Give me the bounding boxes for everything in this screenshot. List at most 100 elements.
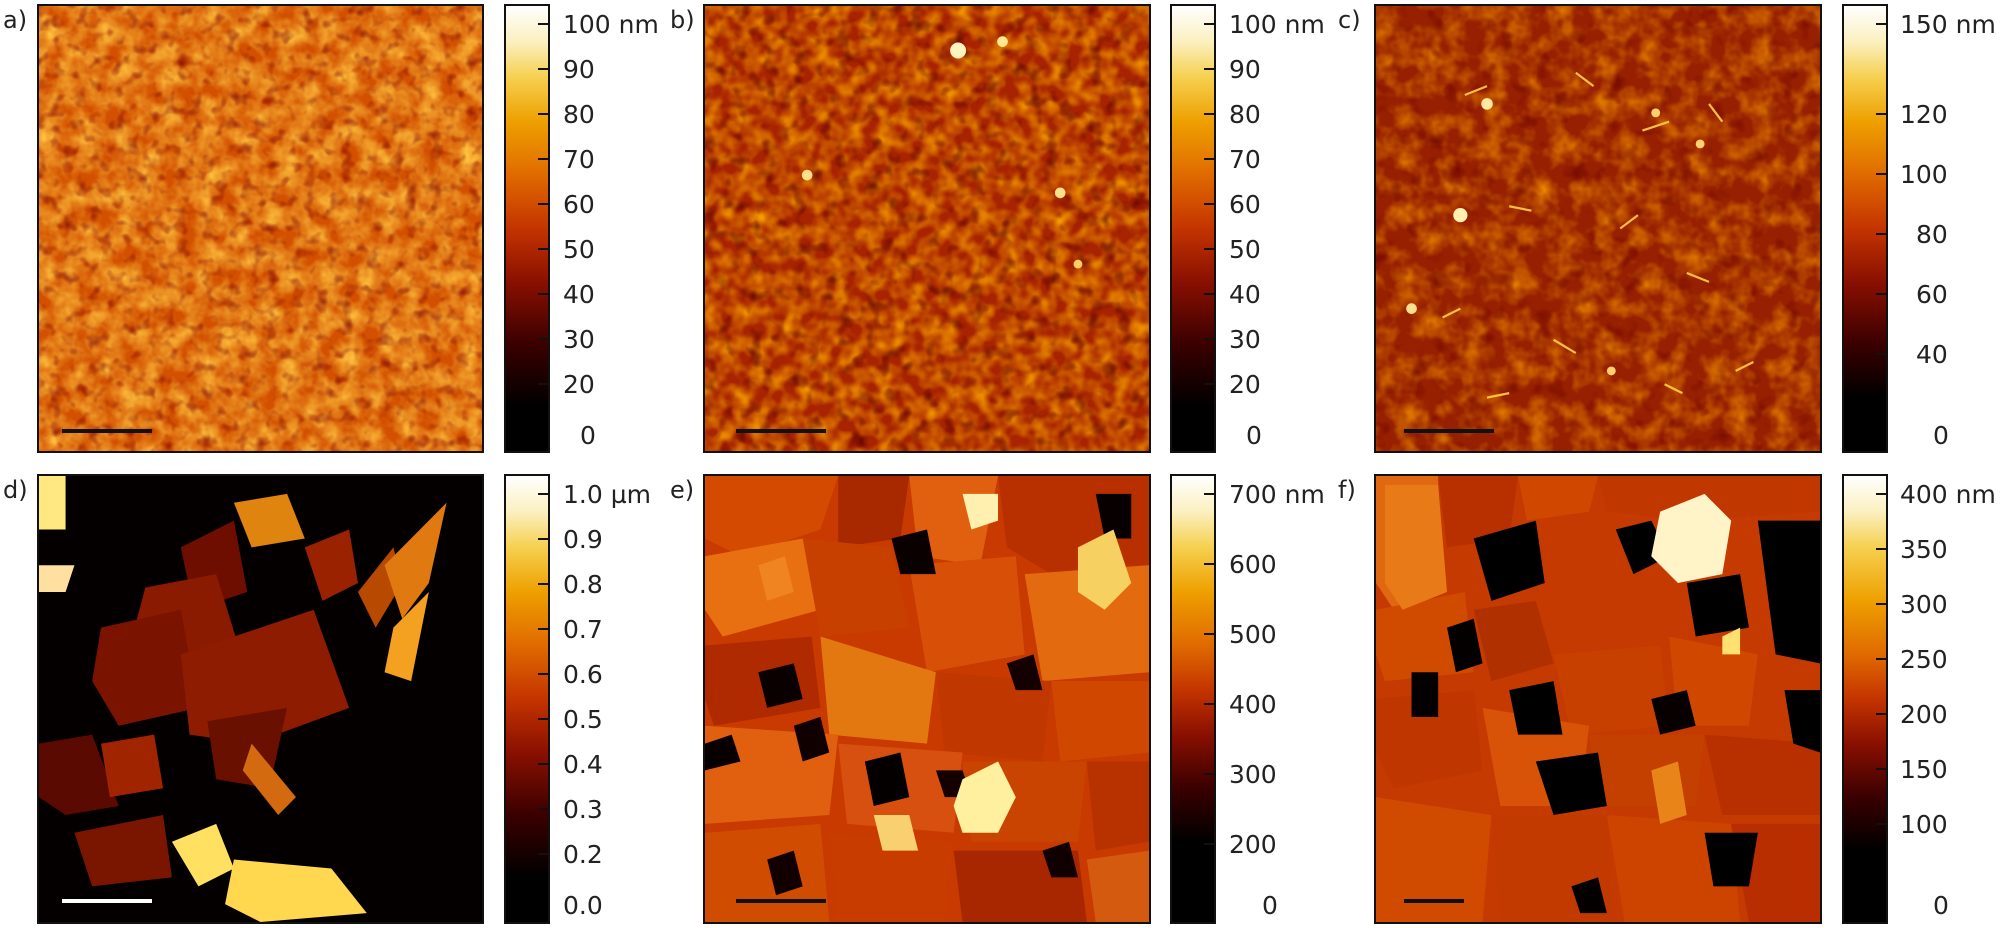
colorbar-a-tick-label: 20	[563, 370, 595, 399]
colorbar-b-tick-label: 50	[1229, 235, 1261, 264]
afm-image-d	[37, 474, 484, 924]
tick-a-3	[538, 113, 550, 115]
panel-label-c: c)	[1338, 6, 1361, 34]
colorbar-b-tick-label: 100 nm	[1229, 10, 1325, 39]
tick-f-5	[1876, 713, 1888, 715]
tick-c-4	[1876, 233, 1888, 235]
tick-b-5	[1204, 203, 1216, 205]
colorbar-f-tick-label: 150	[1900, 755, 1948, 784]
colorbar-e-tick-label: 500	[1229, 620, 1277, 649]
colorbar-a-tick-label: 0	[580, 421, 596, 450]
tick-a-8	[538, 338, 550, 340]
tick-d-2	[538, 538, 550, 540]
colorbar-f-tick-label: 400 nm	[1900, 480, 1996, 509]
tick-c-6	[1876, 353, 1888, 355]
colorbar-a	[504, 4, 550, 453]
colorbar-d-tick-label: 0.0	[563, 891, 603, 920]
colorbar-a-tick-label: 80	[563, 100, 595, 129]
tick-b-4	[1204, 158, 1216, 160]
panel-label-f: f)	[1338, 476, 1356, 504]
tick-e-2	[1204, 563, 1216, 565]
tick-c-5	[1876, 293, 1888, 295]
colorbar-f-tick-label: 0	[1933, 891, 1949, 920]
colorbar-c-tick-label: 40	[1916, 340, 1948, 369]
colorbar-d-tick-label: 0.3	[563, 795, 603, 824]
colorbar-a-tick-label: 60	[563, 190, 595, 219]
tick-c-1	[1876, 23, 1888, 25]
colorbar-b-tick-label: 70	[1229, 145, 1261, 174]
colorbar-d-tick-label: 0.7	[563, 615, 603, 644]
tick-f-1	[1876, 493, 1888, 495]
tick-a-7	[538, 293, 550, 295]
colorbar-d-tick-label: 0.4	[563, 750, 603, 779]
colorbar-c-tick-label: 0	[1933, 421, 1949, 450]
tick-c-3	[1876, 173, 1888, 175]
colorbar-a-tick-label: 90	[563, 55, 595, 84]
tick-a-4	[538, 158, 550, 160]
colorbar-b-tick-label: 0	[1246, 421, 1262, 450]
tick-a-1	[538, 23, 550, 25]
tick-b-7	[1204, 293, 1216, 295]
colorbar-c	[1842, 4, 1888, 453]
colorbar-e-tick-label: 700 nm	[1229, 480, 1325, 509]
tick-a-9	[538, 383, 550, 385]
colorbar-d-tick-label: 0.8	[563, 570, 603, 599]
colorbar-b-tick-label: 60	[1229, 190, 1261, 219]
tick-e-4	[1204, 703, 1216, 705]
tick-a-2	[538, 68, 550, 70]
panel-label-d: d)	[3, 476, 28, 504]
tick-d-4	[538, 628, 550, 630]
tick-d-1	[538, 493, 550, 495]
colorbar-b	[1170, 4, 1216, 453]
colorbar-d-tick-label: 1.0 µm	[563, 480, 651, 509]
tick-e-6	[1204, 843, 1216, 845]
afm-image-f	[1374, 474, 1822, 924]
colorbar-f-tick-label: 250	[1900, 645, 1948, 674]
colorbar-a-tick-label: 100 nm	[563, 10, 659, 39]
colorbar-e-tick-label: 0	[1262, 891, 1278, 920]
colorbar-d-tick-label: 0.2	[563, 840, 603, 869]
colorbar-d-tick-label: 0.6	[563, 660, 603, 689]
tick-e-1	[1204, 493, 1216, 495]
panel-label-e: e)	[670, 476, 695, 504]
tick-f-3	[1876, 603, 1888, 605]
scale-bar-a	[62, 429, 152, 433]
tick-e-3	[1204, 633, 1216, 635]
afm-image-c	[1374, 4, 1822, 453]
colorbar-e-tick-label: 200	[1229, 830, 1277, 859]
colorbar-a-tick-label: 70	[563, 145, 595, 174]
scale-bar-d	[62, 899, 152, 903]
colorbar-f	[1842, 474, 1888, 924]
scale-bar-b	[736, 429, 826, 433]
tick-d-8	[538, 808, 550, 810]
colorbar-b-tick-label: 90	[1229, 55, 1261, 84]
colorbar-d-tick-label: 0.9	[563, 525, 603, 554]
colorbar-b-tick-label: 20	[1229, 370, 1261, 399]
afm-image-e	[703, 474, 1151, 924]
tick-d-3	[538, 583, 550, 585]
tick-f-6	[1876, 768, 1888, 770]
tick-d-9	[538, 853, 550, 855]
panel-label-b: b)	[670, 6, 695, 34]
tick-b-8	[1204, 338, 1216, 340]
tick-f-2	[1876, 548, 1888, 550]
colorbar-a-tick-label: 40	[563, 280, 595, 309]
colorbar-e-tick-label: 400	[1229, 690, 1277, 719]
tick-d-5	[538, 673, 550, 675]
colorbar-c-tick-label: 120	[1900, 100, 1948, 129]
tick-b-6	[1204, 248, 1216, 250]
colorbar-b-tick-label: 80	[1229, 100, 1261, 129]
tick-f-4	[1876, 658, 1888, 660]
colorbar-e-tick-label: 600	[1229, 550, 1277, 579]
tick-b-1	[1204, 23, 1216, 25]
scale-bar-f	[1404, 899, 1464, 903]
tick-d-7	[538, 763, 550, 765]
tick-a-6	[538, 248, 550, 250]
colorbar-f-tick-label: 350	[1900, 535, 1948, 564]
colorbar-b-tick-label: 40	[1229, 280, 1261, 309]
colorbar-a-tick-label: 30	[563, 325, 595, 354]
afm-image-b	[703, 4, 1151, 453]
tick-f-7	[1876, 823, 1888, 825]
tick-a-5	[538, 203, 550, 205]
scale-bar-c	[1404, 429, 1494, 433]
